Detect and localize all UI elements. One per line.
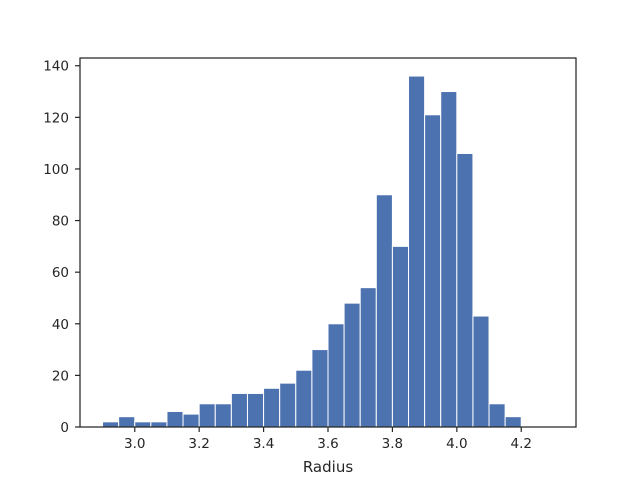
- x-tick-label: 4.2: [511, 436, 532, 452]
- histogram-bar: [102, 421, 120, 428]
- histogram-bar: [279, 382, 297, 428]
- y-tick-label: 0: [60, 420, 69, 436]
- x-axis-ticks: 3.0 3.2 3.4 3.6 3.8 4.0 4.2: [124, 427, 532, 452]
- x-tick-label: 3.6: [317, 436, 338, 452]
- histogram-bar: [134, 421, 152, 428]
- y-tick-label: 80: [52, 214, 69, 230]
- histogram-bar: [182, 413, 200, 428]
- histogram-bar: [295, 369, 313, 428]
- histogram-bar: [214, 403, 232, 428]
- y-tick-label: 20: [52, 368, 69, 384]
- histogram-bar: [343, 302, 361, 428]
- y-tick-label: 120: [43, 110, 69, 126]
- histogram-bar: [472, 315, 490, 428]
- y-axis-ticks: 0 20 40 60 80 100 120 140: [43, 59, 80, 436]
- histogram-bar: [440, 91, 458, 428]
- histogram-bar: [375, 194, 393, 428]
- x-tick-label: 4.0: [446, 436, 467, 452]
- histogram-bar: [391, 245, 410, 428]
- histogram-bar: [166, 411, 184, 428]
- histogram-bar: [456, 152, 474, 428]
- y-tick-label: 140: [43, 59, 69, 75]
- histogram-bar: [488, 403, 506, 428]
- plot-frame: [79, 57, 577, 428]
- y-tick-label: 60: [52, 265, 69, 281]
- histogram-bar: [311, 349, 329, 428]
- histogram-bar: [246, 392, 265, 428]
- y-tick-label: 100: [43, 162, 69, 178]
- histogram-bar: [359, 287, 377, 428]
- x-tick-label: 3.8: [382, 436, 403, 452]
- histogram-bar: [424, 114, 442, 428]
- x-tick-label: 3.4: [253, 436, 274, 452]
- histogram-bar: [327, 323, 345, 428]
- bars-group: [102, 75, 522, 428]
- histogram-bar: [118, 416, 136, 428]
- x-axis-label: Radius: [303, 458, 353, 476]
- x-tick-label: 3.0: [124, 436, 145, 452]
- histogram-bar: [230, 392, 248, 428]
- y-tick-label: 40: [52, 317, 69, 333]
- histogram-bar: [408, 75, 426, 428]
- x-tick-label: 3.2: [188, 436, 209, 452]
- histogram-bar: [150, 421, 168, 428]
- histogram-bar: [198, 403, 216, 428]
- histogram-bar: [504, 416, 522, 428]
- histogram-bar: [263, 387, 281, 428]
